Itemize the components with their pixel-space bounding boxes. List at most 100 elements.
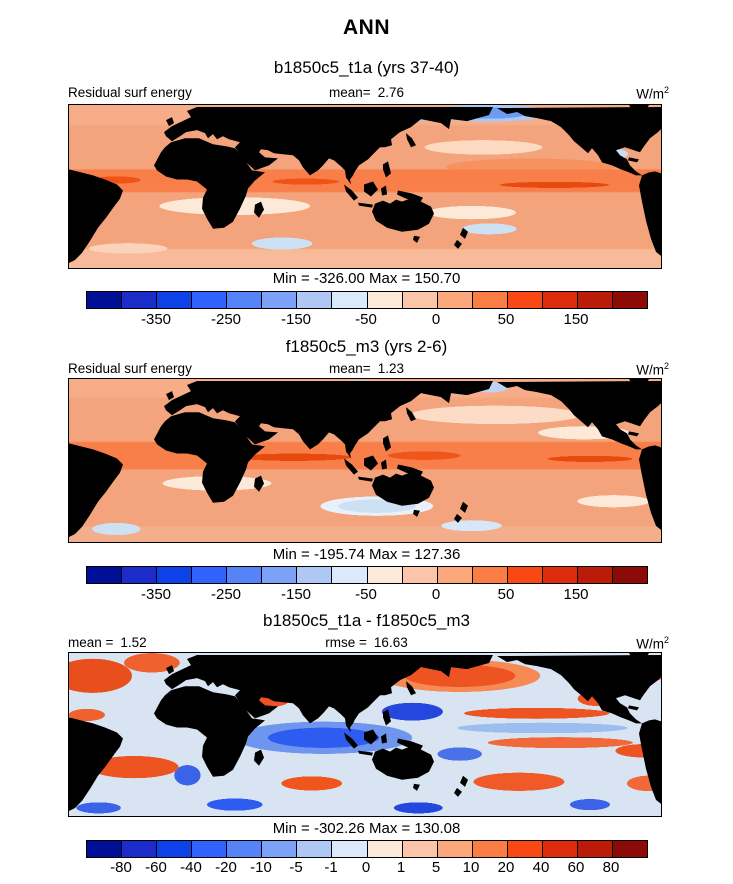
colorbar-2 — [86, 566, 648, 584]
colorbar-cell — [472, 567, 508, 583]
minmax-label-2: Min = -195.74 Max = 127.36 — [272, 546, 461, 563]
colorbar-tick: -150 — [280, 311, 312, 328]
colorbar-cell — [192, 841, 228, 857]
colorbar-cell — [402, 841, 438, 857]
mean-stat-1: mean= 2.76 — [329, 85, 404, 100]
colorbar-cell — [227, 841, 263, 857]
colorbar-tick: -350 — [140, 586, 172, 603]
colorbar-tick: 50 — [497, 311, 515, 328]
colorbar-tick: 10 — [462, 859, 480, 876]
colorbar-tick: -50 — [355, 311, 377, 328]
colorbar-cell — [472, 292, 508, 308]
colorbar-cell — [122, 567, 158, 583]
colorbar-tick: 150 — [563, 586, 589, 603]
colorbar-1-ticks: -350 -250 -150 -50 0 50 150 — [86, 311, 646, 331]
colorbar-tick: -150 — [280, 586, 312, 603]
panel-1-header: Residual surf energy mean= 2.76 W/m2 — [0, 85, 733, 102]
colorbar-tick: -5 — [289, 859, 303, 876]
map-panel-3 — [68, 652, 662, 817]
coastline-overlay-2 — [69, 379, 661, 537]
colorbar-tick: 40 — [532, 859, 550, 876]
colorbar-tick: 150 — [563, 311, 589, 328]
colorbar-cell — [122, 292, 158, 308]
colorbar-cell — [577, 292, 613, 308]
colorbar-cell — [367, 292, 403, 308]
colorbar-cell — [612, 841, 647, 857]
colorbar-cell — [87, 292, 123, 308]
colorbar-cell — [192, 292, 228, 308]
colorbar-cell — [542, 292, 578, 308]
colorbar-tick: -350 — [140, 311, 172, 328]
colorbar-tick: -80 — [110, 859, 132, 876]
colorbar-tick: -50 — [355, 586, 377, 603]
colorbar-cell — [297, 567, 333, 583]
colorbar-cell — [507, 841, 543, 857]
colorbar-cell — [542, 841, 578, 857]
colorbar-tick: -20 — [215, 859, 237, 876]
map-panel-1 — [68, 104, 662, 269]
panel-2-header: Residual surf energy mean= 1.23 W/m2 — [0, 361, 733, 378]
colorbar-cell — [542, 567, 578, 583]
colorbar-cell — [122, 841, 158, 857]
colorbar-cell — [472, 841, 508, 857]
field-label-1: Residual surf energy — [68, 85, 192, 100]
case-subtitle-3: b1850c5_t1a - f1850c5_m3 — [263, 611, 470, 630]
colorbar-tick: -60 — [145, 859, 167, 876]
mean-stat-3: mean = 1.52 — [68, 635, 147, 650]
colorbar-tick: 80 — [602, 859, 620, 876]
colorbar-cell — [332, 841, 368, 857]
coastline-overlay-3 — [69, 653, 661, 811]
colorbar-tick: -10 — [250, 859, 272, 876]
colorbar-cell — [402, 567, 438, 583]
colorbar-cell — [612, 567, 647, 583]
colorbar-cell — [437, 841, 473, 857]
colorbar-1 — [86, 291, 648, 309]
colorbar-cell — [367, 841, 403, 857]
colorbar-tick: 50 — [497, 586, 515, 603]
colorbar-2-ticks: -350 -250 -150 -50 0 50 150 — [86, 586, 646, 606]
colorbar-cell — [297, 841, 333, 857]
mean-stat-2: mean= 1.23 — [329, 361, 404, 376]
colorbar-cell — [227, 567, 263, 583]
colorbar-cell — [612, 292, 647, 308]
colorbar-cell — [262, 567, 298, 583]
colorbar-cell — [507, 567, 543, 583]
units-label-3: W/m2 — [636, 635, 669, 652]
colorbar-tick: -40 — [180, 859, 202, 876]
minmax-label-1: Min = -326.00 Max = 150.70 — [272, 270, 461, 287]
colorbar-cell — [157, 841, 193, 857]
colorbar-cell — [367, 567, 403, 583]
rmse-stat-3: rmse = 16.63 — [325, 635, 408, 650]
colorbar-tick: 0 — [431, 311, 441, 328]
colorbar-cell — [437, 567, 473, 583]
colorbar-tick: 60 — [567, 859, 585, 876]
colorbar-tick: 0 — [361, 859, 371, 876]
colorbar-cell — [297, 292, 333, 308]
minmax-label-3: Min = -302.26 Max = 130.08 — [272, 820, 461, 837]
colorbar-tick: -1 — [324, 859, 338, 876]
case-subtitle-1: b1850c5_t1a (yrs 37-40) — [273, 58, 460, 77]
units-label-2: W/m2 — [636, 361, 669, 378]
colorbar-cell — [157, 567, 193, 583]
colorbar-cell — [437, 292, 473, 308]
colorbar-cell — [507, 292, 543, 308]
colorbar-cell — [227, 292, 263, 308]
colorbar-cell — [402, 292, 438, 308]
colorbar-cell — [577, 567, 613, 583]
colorbar-cell — [332, 292, 368, 308]
field-label-2: Residual surf energy — [68, 361, 192, 376]
map-panel-2 — [68, 378, 662, 543]
colorbar-cell — [262, 841, 298, 857]
colorbar-cell — [262, 292, 298, 308]
colorbar-cell — [87, 841, 123, 857]
colorbar-cell — [192, 567, 228, 583]
colorbar-cell — [332, 567, 368, 583]
colorbar-cell — [577, 841, 613, 857]
colorbar-tick: -250 — [210, 311, 242, 328]
colorbar-tick: 5 — [431, 859, 441, 876]
colorbar-3-ticks: -80 -60 -40 -20 -10 -5 -1 0 1 5 10 20 40 60 80 — [86, 859, 646, 879]
colorbar-cell — [157, 292, 193, 308]
coastline-overlay-1 — [69, 105, 661, 263]
colorbar-tick: 1 — [396, 859, 406, 876]
